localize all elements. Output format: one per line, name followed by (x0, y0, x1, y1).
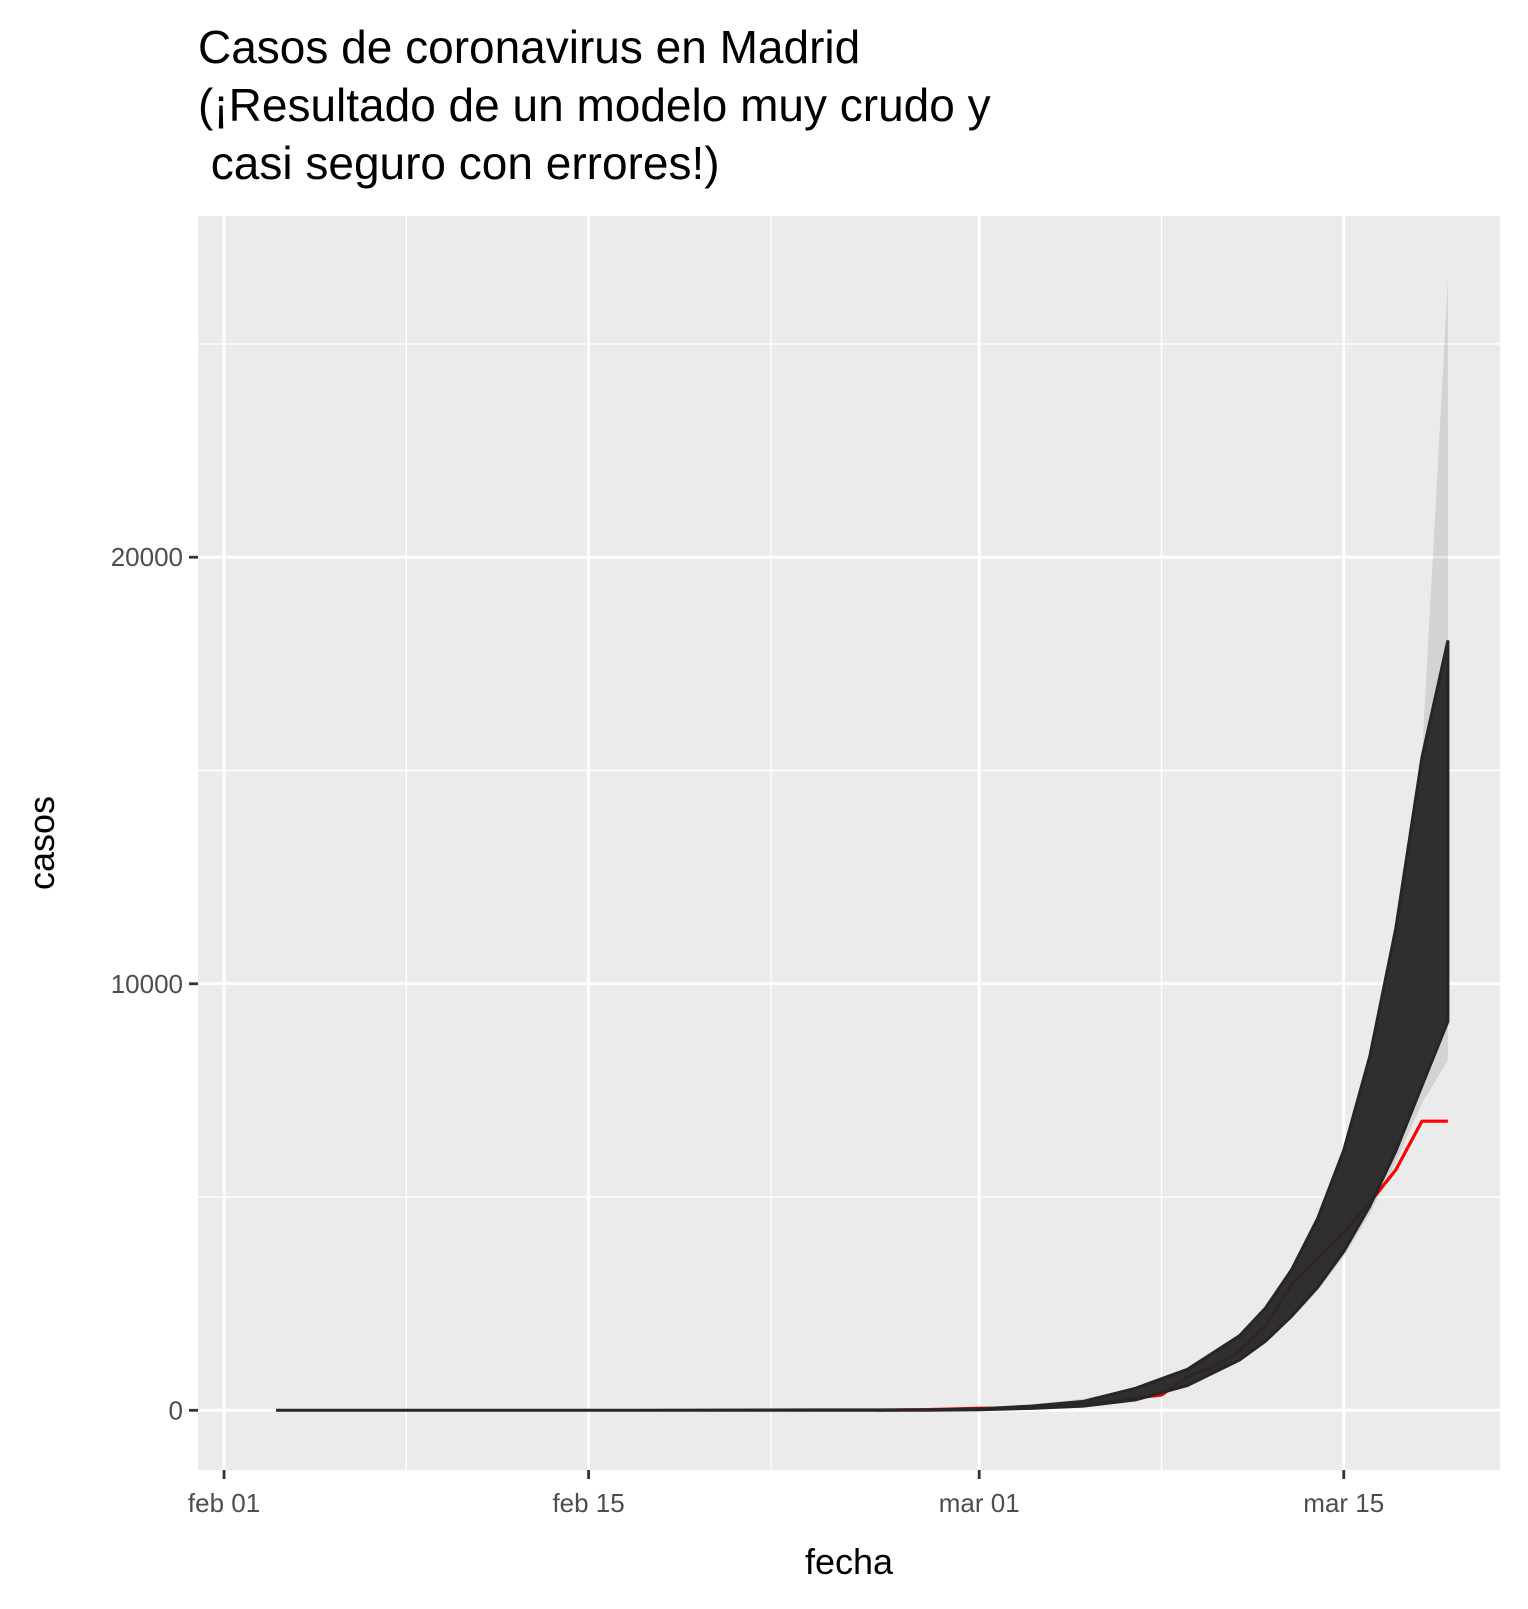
y-axis-title: casos (21, 796, 62, 890)
x-tick-label: mar 01 (939, 1488, 1020, 1518)
plot-panel (198, 216, 1500, 1470)
x-tick-label: feb 01 (188, 1488, 260, 1518)
y-tick-label: 0 (169, 1395, 183, 1425)
x-tick-label: feb 15 (552, 1488, 624, 1518)
grid-minor (198, 216, 1500, 1470)
y-tick-label: 10000 (111, 969, 183, 999)
series-layer (276, 280, 1450, 1412)
simulation-band (276, 640, 1450, 1412)
y-tick-label: 20000 (111, 542, 183, 572)
axis-layer: feb 01 feb 15 mar 01 mar 15 0 10000 20000 (111, 542, 1385, 1518)
x-tick-label: mar 15 (1303, 1488, 1384, 1518)
x-axis-title: fecha (805, 1541, 894, 1582)
chart-title: Casos de coronavirus en Madrid (¡Resulta… (198, 21, 991, 189)
